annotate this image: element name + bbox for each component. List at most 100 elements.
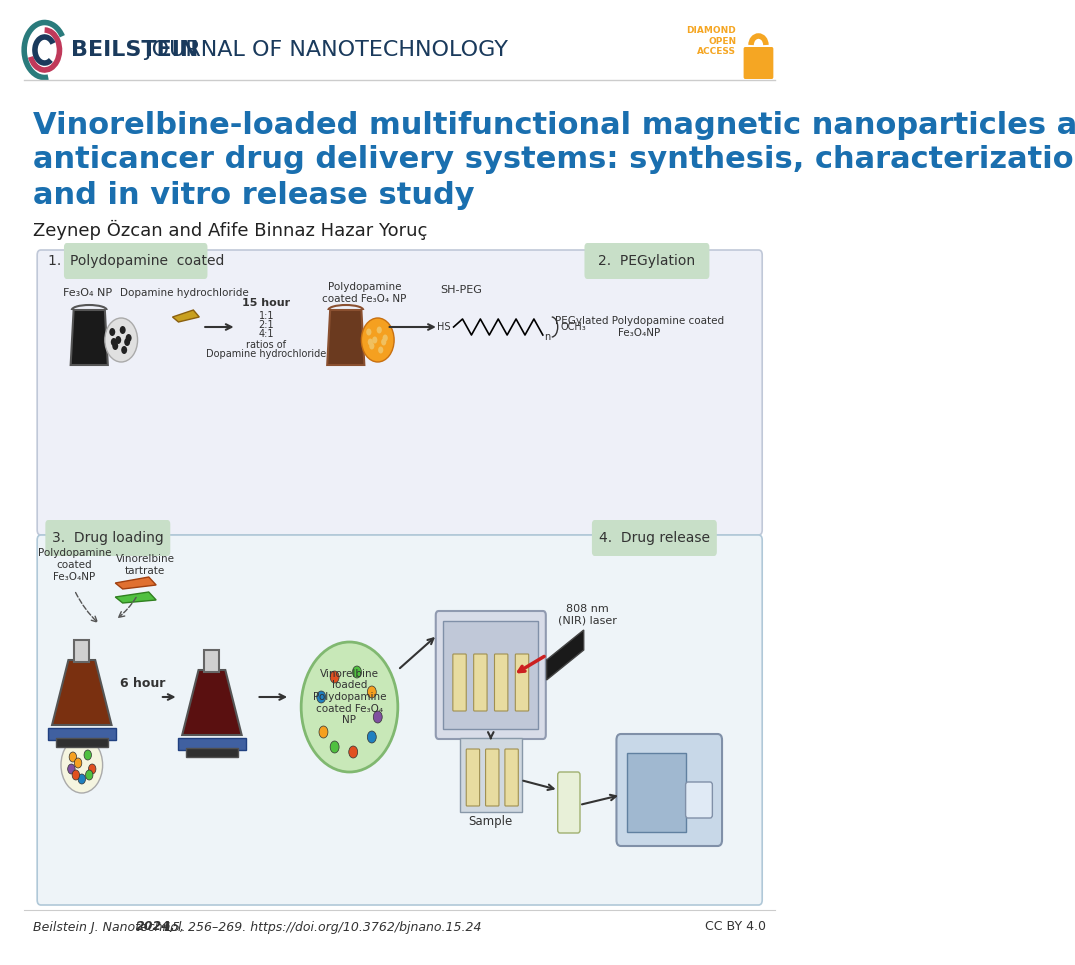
Circle shape [61,737,102,793]
Circle shape [348,746,358,758]
Text: DIAMOND
OPEN
ACCESS: DIAMOND OPEN ACCESS [687,26,736,56]
FancyBboxPatch shape [467,749,479,806]
Text: HS: HS [438,322,450,332]
FancyBboxPatch shape [435,611,546,739]
Text: 2:1: 2:1 [258,320,274,330]
Text: 2.  PEGylation: 2. PEGylation [599,254,696,268]
FancyBboxPatch shape [56,738,108,747]
FancyBboxPatch shape [459,738,522,812]
Text: Dopamine hydrochloride: Dopamine hydrochloride [120,288,248,298]
Circle shape [353,666,361,678]
Polygon shape [182,670,242,735]
Text: 2024,: 2024, [137,921,176,933]
Text: Sample: Sample [469,815,513,828]
FancyBboxPatch shape [592,520,717,556]
Text: Polydopamine
coated
Fe₃O₄NP: Polydopamine coated Fe₃O₄NP [38,548,111,582]
Circle shape [115,336,121,344]
Circle shape [78,774,86,784]
Circle shape [84,750,91,760]
Circle shape [369,343,374,349]
Polygon shape [546,630,584,680]
FancyBboxPatch shape [494,654,507,711]
FancyBboxPatch shape [627,753,686,832]
FancyBboxPatch shape [38,535,762,905]
Text: 4.  Drug release: 4. Drug release [599,531,710,545]
Circle shape [317,691,326,703]
Circle shape [74,758,82,768]
Text: 15, 256–269. https://doi.org/10.3762/bjnano.15.24: 15, 256–269. https://doi.org/10.3762/bjn… [160,921,482,933]
FancyBboxPatch shape [686,782,713,818]
Text: anticancer drug delivery systems: synthesis, characterization,: anticancer drug delivery systems: synthe… [33,146,1075,175]
Circle shape [368,686,376,698]
Polygon shape [115,577,156,589]
Circle shape [330,741,339,753]
FancyBboxPatch shape [38,250,762,535]
Circle shape [378,346,384,353]
Circle shape [119,326,126,334]
Circle shape [373,711,383,723]
Circle shape [110,328,115,336]
FancyBboxPatch shape [558,772,581,833]
Polygon shape [115,592,156,603]
Circle shape [112,342,118,350]
Circle shape [368,339,373,345]
Circle shape [368,731,376,743]
Text: 1:1: 1:1 [258,311,274,321]
Text: 15 hour: 15 hour [242,298,290,308]
FancyBboxPatch shape [744,47,773,79]
Text: Polydopamine
coated Fe₃O₄ NP: Polydopamine coated Fe₃O₄ NP [322,282,406,304]
Circle shape [69,752,76,762]
FancyBboxPatch shape [204,650,219,672]
Text: Zeynep Özcan and Afife Binnaz Hazar Yoruç: Zeynep Özcan and Afife Binnaz Hazar Yoru… [33,220,428,240]
Circle shape [301,642,398,772]
Polygon shape [327,310,364,365]
FancyBboxPatch shape [585,243,710,279]
Circle shape [330,671,339,683]
FancyBboxPatch shape [474,654,487,711]
Text: Vinorelbine-loaded multifunctional magnetic nanoparticles as: Vinorelbine-loaded multifunctional magne… [33,111,1075,140]
FancyBboxPatch shape [616,734,722,846]
FancyBboxPatch shape [443,621,539,729]
Text: 6 hour: 6 hour [120,677,166,690]
Circle shape [88,764,96,774]
FancyBboxPatch shape [45,520,170,556]
Polygon shape [52,660,112,725]
Text: n: n [544,332,550,342]
Circle shape [86,770,92,780]
Text: Beilstein J. Nanotechnol.: Beilstein J. Nanotechnol. [33,921,190,933]
FancyBboxPatch shape [177,738,246,750]
Text: Fe₃O₄ NP: Fe₃O₄ NP [63,288,112,298]
Text: BEILSTEIN: BEILSTEIN [71,40,198,60]
Circle shape [376,326,382,334]
FancyBboxPatch shape [74,640,89,662]
Circle shape [367,328,372,336]
Circle shape [105,318,138,362]
Circle shape [68,764,75,774]
Text: 3.  Drug loading: 3. Drug loading [52,531,163,545]
FancyBboxPatch shape [63,243,207,279]
Circle shape [126,334,131,342]
Text: Vinorelbine
loaded
Polydopamine
coated Fe₃O₄
NP: Vinorelbine loaded Polydopamine coated F… [313,669,386,726]
Text: and in vitro release study: and in vitro release study [33,180,475,209]
Circle shape [372,337,377,344]
Text: JOURNAL OF NANOTECHNOLOGY: JOURNAL OF NANOTECHNOLOGY [138,40,507,60]
FancyBboxPatch shape [186,748,238,757]
Text: Vinorelbine
tartrate: Vinorelbine tartrate [115,554,174,576]
Polygon shape [172,310,199,322]
Polygon shape [71,310,108,365]
Text: 4:1: 4:1 [258,329,274,339]
FancyBboxPatch shape [515,654,529,711]
Text: ratios of: ratios of [246,340,286,350]
FancyBboxPatch shape [505,749,518,806]
Text: 808 nm
(NIR) laser: 808 nm (NIR) laser [558,604,617,625]
Circle shape [125,338,130,346]
FancyBboxPatch shape [47,728,116,740]
Circle shape [72,770,80,780]
FancyBboxPatch shape [486,749,499,806]
Text: 1.  Polydopamine  coated: 1. Polydopamine coated [47,254,224,268]
Text: CC BY 4.0: CC BY 4.0 [705,921,765,933]
FancyBboxPatch shape [453,654,467,711]
Circle shape [121,346,127,354]
Circle shape [382,339,386,345]
Text: OCH₃: OCH₃ [561,322,587,332]
